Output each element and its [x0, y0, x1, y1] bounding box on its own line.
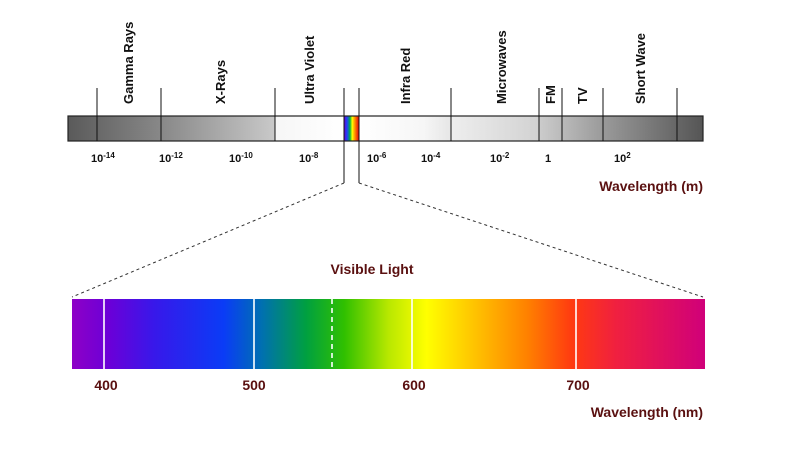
band-label-short-wave: Short Wave [633, 33, 648, 104]
visible-tick-labels: 400 500 600 700 [94, 377, 590, 393]
visible-light-title: Visible Light [331, 261, 414, 277]
tick-label: 102 [614, 151, 631, 165]
zoom-lines [71, 182, 704, 298]
band-dividers [96, 88, 678, 183]
wavelength-m-label: Wavelength (m) [599, 178, 703, 194]
spectrum-bar [67, 115, 704, 142]
tick-label: 10-6 [367, 151, 387, 165]
nm-tick-label: 600 [402, 377, 426, 393]
segment-microwaves [451, 116, 539, 141]
band-labels: Gamma Rays X-Rays Ultra Violet Infra Red… [121, 22, 648, 104]
band-label-fm: FM [543, 85, 558, 104]
wavelength-ticks: 10-14 10-12 10-10 10-8 10-6 10-4 10-2 1 … [91, 151, 631, 165]
tick-label: 10-12 [159, 151, 183, 165]
segment-shortwave [603, 116, 703, 141]
spectrum-bar-outline [67, 115, 704, 142]
band-label-x-rays: X-Rays [213, 60, 228, 104]
tick-label: 10-10 [229, 151, 253, 165]
zoom-line-left [71, 182, 345, 298]
segment-ultraviolet [275, 116, 344, 141]
tick-label: 1 [545, 153, 551, 165]
tick-label: 10-4 [421, 151, 441, 165]
segment-infrared [359, 116, 451, 141]
visible-spectrum-bar [72, 299, 705, 369]
tick-label: 10-2 [490, 151, 510, 165]
nm-tick-label: 500 [242, 377, 266, 393]
band-label-infra-red: Infra Red [398, 48, 413, 104]
tick-label: 10-8 [299, 151, 319, 165]
band-label-microwaves: Microwaves [494, 30, 509, 104]
visible-wavelength-markers [103, 299, 577, 369]
zoom-line-right [358, 182, 704, 298]
band-label-tv: TV [575, 87, 590, 104]
nm-tick-label: 400 [94, 377, 118, 393]
nm-tick-label: 700 [566, 377, 590, 393]
band-label-ultra-violet: Ultra Violet [302, 35, 317, 104]
band-label-gamma-rays: Gamma Rays [121, 22, 136, 104]
wavelength-nm-label: Wavelength (nm) [591, 404, 703, 420]
tick-label: 10-14 [91, 151, 115, 165]
segment-radio [539, 116, 603, 141]
segment-visible-mini [344, 116, 359, 141]
